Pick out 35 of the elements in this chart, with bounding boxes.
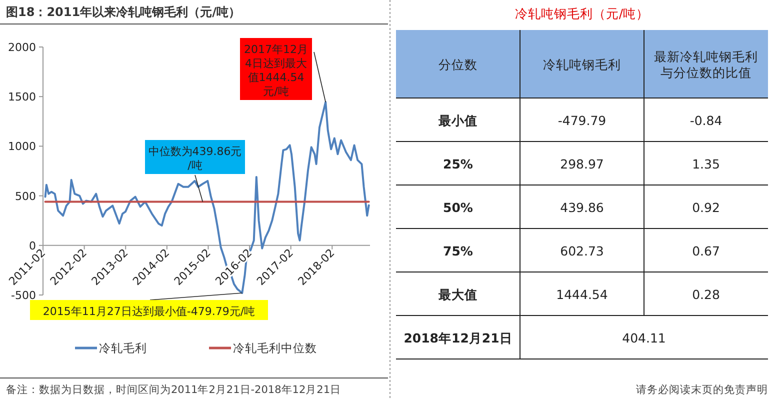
y-tick-label: 0 bbox=[29, 239, 36, 252]
legend-label: 冷轧毛利 bbox=[99, 341, 147, 355]
data-label: 0.28 bbox=[692, 286, 720, 302]
y-tick-label: 最小值 bbox=[438, 112, 478, 128]
data-label: 1444.54 bbox=[556, 286, 608, 302]
annotation: 2017年12月4日达到最大值1444.54元/吨 bbox=[244, 43, 308, 98]
y-tick-label: 2018年12月21日 bbox=[404, 330, 512, 346]
data-label: -0.84 bbox=[690, 112, 722, 128]
data-label: 298.97 bbox=[560, 156, 604, 172]
chart-title: 图18：2011年以来冷轧吨钢毛利（元/吨） bbox=[6, 5, 240, 19]
y-axis-title: 分位数 bbox=[438, 57, 478, 72]
y-tick-label: -500 bbox=[11, 289, 36, 302]
y-tick-label: 25% bbox=[443, 156, 474, 172]
text: 请务必阅读末页的免责声明 bbox=[636, 383, 768, 396]
annotation: 2015年11月27日达到最小值-479.79元/吨 bbox=[42, 305, 256, 318]
chart-title: 冷轧吨钢毛利（元/吨） bbox=[514, 6, 650, 21]
data-label: 1.35 bbox=[692, 156, 720, 172]
y-tick-label: 50% bbox=[443, 200, 474, 215]
y-tick-label: 75% bbox=[443, 243, 474, 258]
y-tick-label: 最大值 bbox=[438, 286, 478, 302]
y-tick-label: 2000 bbox=[8, 41, 36, 54]
x-tick-label: 冷轧吨钢毛利 bbox=[543, 57, 621, 72]
data-label: 0.92 bbox=[692, 200, 720, 215]
y-tick-label: 500 bbox=[15, 190, 36, 203]
x-tick-label: 最新冷轧吨钢毛利与分位数的比值 bbox=[654, 49, 758, 80]
data-label: 439.86 bbox=[560, 200, 604, 215]
y-tick-label: 1000 bbox=[8, 140, 36, 154]
annotation: 中位数为439.86元/吨 bbox=[148, 145, 242, 172]
data-label: 404.11 bbox=[622, 330, 666, 346]
data-label: -479.79 bbox=[558, 112, 606, 128]
data-label: 602.73 bbox=[560, 243, 604, 258]
legend-label: 冷轧毛利中位数 bbox=[233, 341, 317, 355]
text: 备注：数据为日数据，时间区间为2011年2月21日-2018年12月21日 bbox=[6, 383, 341, 396]
y-tick-label: 1500 bbox=[8, 90, 36, 104]
data-label: 0.67 bbox=[692, 243, 720, 258]
